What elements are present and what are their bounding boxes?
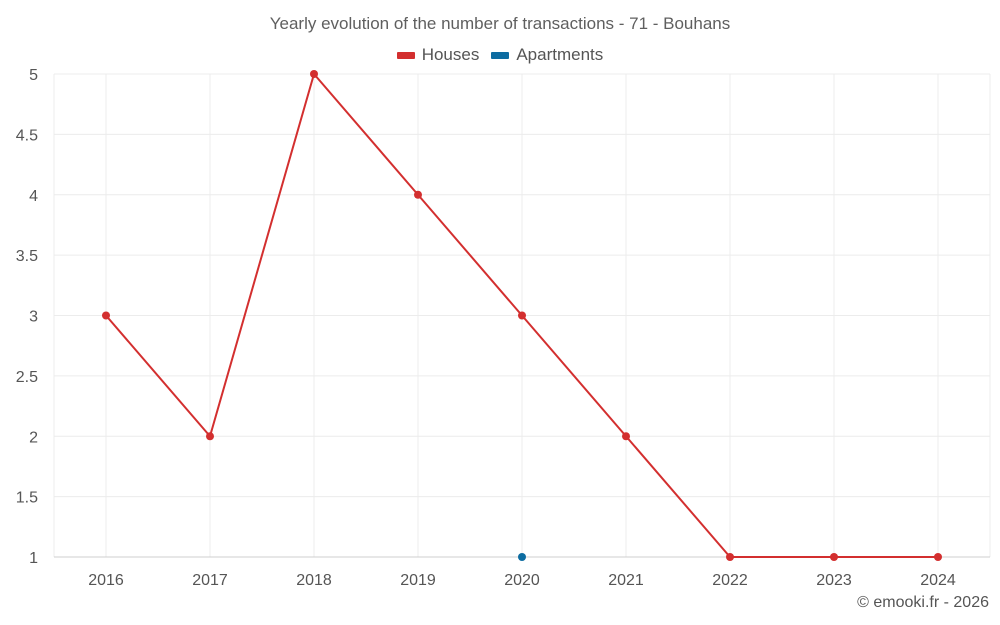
y-tick-label: 2.5 (16, 369, 38, 386)
y-tick-label: 1 (29, 550, 38, 567)
x-tick-label: 2022 (712, 572, 748, 589)
data-point-houses (310, 70, 318, 78)
legend: Houses Apartments (0, 45, 1000, 65)
legend-swatch-apartments (491, 51, 510, 59)
legend-item-houses[interactable]: Houses (396, 45, 480, 65)
data-point-houses (518, 311, 526, 320)
x-tick-label: 2021 (608, 572, 644, 589)
legend-swatch-houses (396, 51, 415, 59)
legend-label-apartments: Apartments (516, 45, 604, 64)
series (102, 70, 942, 561)
x-tick-label: 2018 (296, 572, 332, 589)
data-point-houses (830, 553, 838, 561)
data-point-houses (102, 311, 110, 320)
x-tick-label: 2024 (920, 572, 956, 589)
axes: 1 1.5 2 2.5 3 3.5 4 4.5 5 2016 2017 2018 2019 2020 202… (16, 67, 956, 589)
y-tick-label: 3.5 (16, 248, 38, 265)
y-tick-label: 2 (29, 429, 38, 446)
y-tick-label: 3 (29, 309, 38, 326)
data-point-houses (622, 432, 630, 441)
data-point-apartments (518, 553, 526, 561)
legend-label-houses: Houses (421, 45, 480, 64)
x-tick-label: 2017 (192, 572, 228, 589)
credit-text: © emooki.fr - 2026 (857, 594, 989, 611)
data-point-houses (726, 553, 734, 561)
y-tick-label: 1.5 (16, 490, 38, 507)
data-point-houses (206, 432, 214, 441)
legend-item-apartments[interactable]: Apartments (491, 45, 603, 65)
data-point-houses (934, 553, 942, 561)
data-point-houses (414, 190, 422, 199)
y-tick-label: 5 (29, 67, 38, 84)
x-tick-label: 2023 (816, 572, 852, 589)
y-tick-label: 4 (29, 188, 38, 205)
x-tick-label: 2020 (504, 572, 540, 589)
x-tick-label: 2019 (400, 572, 436, 589)
x-tick-label: 2016 (88, 572, 124, 589)
chart-title: Yearly evolution of the number of transa… (269, 14, 731, 33)
y-tick-label: 4.5 (16, 127, 38, 144)
